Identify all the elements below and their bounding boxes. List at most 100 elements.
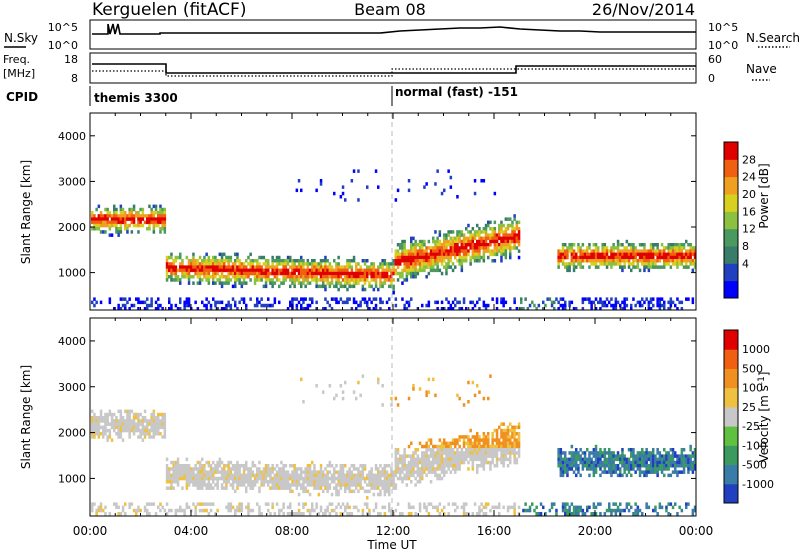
- power-cell: [152, 230, 156, 234]
- power-cell: [663, 249, 666, 253]
- velocity-cell: [412, 470, 415, 474]
- velocity-cell: [366, 496, 369, 500]
- power-cell: [165, 268, 169, 273]
- power-cell: [438, 239, 442, 244]
- power-cell: [473, 252, 477, 257]
- velocity-cell: [436, 473, 439, 478]
- velocity-cell: [469, 441, 472, 446]
- velocity-cell: [432, 457, 435, 462]
- power-cell: [693, 255, 697, 260]
- power-cell: [451, 252, 455, 257]
- velocity-cell: [302, 505, 305, 510]
- velocity-cell: [513, 512, 516, 516]
- velocity-cell: [685, 505, 688, 510]
- velocity-cell: [194, 464, 197, 468]
- velocity-cell: [669, 460, 673, 465]
- power-cell: [229, 278, 233, 282]
- power-cell: [630, 262, 633, 266]
- velocity-cell: [293, 483, 296, 487]
- power-cell: [405, 271, 409, 276]
- velocity-cell: [403, 467, 406, 471]
- power-cell: [295, 307, 299, 311]
- power-cell: [330, 265, 334, 269]
- velocity-ytick-label: 2000: [58, 427, 86, 440]
- power-cell: [575, 252, 578, 257]
- velocity-cell: [447, 444, 450, 449]
- power-cell: [304, 297, 307, 301]
- velocity-cell: [456, 457, 459, 462]
- power-cell: [159, 220, 162, 225]
- velocity-cell: [339, 470, 343, 474]
- power-cell: [262, 284, 266, 289]
- power-cell: [315, 281, 318, 285]
- velocity-cell: [418, 473, 422, 478]
- power-cell: [403, 268, 406, 273]
- velocity-cell: [467, 467, 470, 471]
- power-cell: [553, 307, 556, 311]
- velocity-cell: [91, 435, 94, 439]
- power-ytick-label: 2000: [58, 221, 86, 234]
- power-cell: [181, 268, 184, 273]
- power-cell: [605, 255, 609, 260]
- power-cell: [594, 297, 598, 301]
- velocity-cell: [139, 432, 142, 436]
- power-cell: [482, 227, 486, 231]
- velocity-cell: [632, 454, 635, 458]
- velocity-cell: [654, 508, 657, 513]
- velocity-cell: [346, 470, 349, 474]
- velocity-cell: [634, 512, 637, 516]
- power-cell: [476, 243, 479, 247]
- velocity-cell: [339, 384, 343, 388]
- power-cell: [403, 303, 406, 308]
- velocity-cell: [630, 505, 633, 510]
- power-cell: [104, 214, 107, 218]
- velocity-cell: [451, 457, 455, 462]
- velocity-cell: [99, 419, 103, 423]
- velocity-cell: [454, 441, 457, 446]
- power-cell: [295, 278, 299, 282]
- power-cell: [218, 281, 222, 285]
- power-cell: [418, 252, 422, 257]
- power-cell: [170, 268, 173, 273]
- velocity-cell: [264, 464, 268, 468]
- power-cell: [341, 191, 345, 196]
- power-cell: [685, 297, 688, 301]
- velocity-cell: [108, 412, 112, 417]
- power-cell: [432, 252, 435, 257]
- velocity-cell: [482, 505, 486, 510]
- power-cell: [368, 271, 371, 276]
- velocity-cell: [377, 467, 380, 471]
- power-cell: [504, 230, 508, 234]
- power-cell: [612, 307, 615, 311]
- power-cell: [143, 220, 147, 225]
- power-cell: [656, 265, 659, 269]
- velocity-cell: [242, 464, 246, 468]
- velocity-cell: [344, 480, 347, 484]
- power-cell: [291, 278, 294, 282]
- velocity-cell: [350, 483, 354, 487]
- velocity-cell: [220, 467, 224, 471]
- velocity-cell: [128, 505, 131, 510]
- velocity-cell: [583, 451, 587, 455]
- power-cell: [680, 246, 684, 250]
- velocity-cell: [634, 502, 637, 506]
- power-cell: [649, 265, 653, 269]
- power-cell: [262, 271, 266, 276]
- power-cell: [462, 236, 466, 241]
- velocity-cell: [482, 467, 486, 471]
- velocity-cell: [511, 425, 514, 430]
- power-cell: [271, 284, 274, 289]
- power-cell: [418, 243, 422, 247]
- velocity-cell: [282, 505, 285, 510]
- velocity-cell: [383, 464, 387, 468]
- velocity-cell: [297, 473, 301, 478]
- velocity-cell: [328, 460, 332, 465]
- power-cell: [405, 278, 409, 282]
- velocity-cell: [370, 486, 373, 490]
- power-cell: [416, 249, 420, 253]
- velocity-cell: [663, 473, 666, 478]
- power-cell: [264, 259, 268, 263]
- velocity-cell: [181, 508, 184, 513]
